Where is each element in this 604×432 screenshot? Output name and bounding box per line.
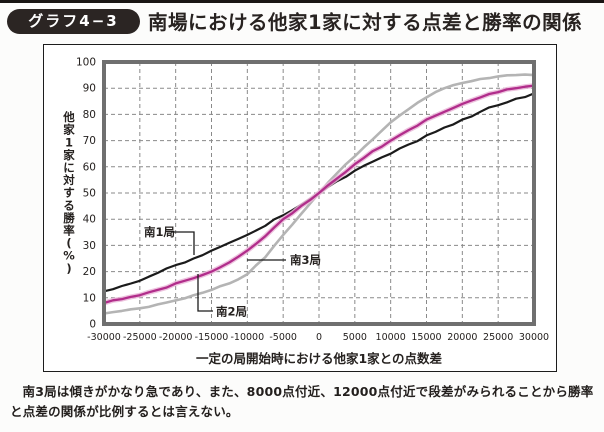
chart-canvas: -30000 -25000 -20000 -15000 -10000 -5000 0 5000… — [62, 57, 549, 367]
series-label-south3: 南3局 — [290, 253, 321, 267]
y-axis-title-char: 家 — [63, 148, 75, 162]
x-tick-label: 20000 — [447, 332, 477, 343]
y-tick-label: 90 — [83, 83, 96, 95]
plot-border — [102, 60, 536, 326]
y-tick-label: 10 — [83, 292, 96, 304]
top-rule — [0, 0, 604, 3]
y-tick-label: 70 — [83, 135, 96, 147]
x-tick-label: 0 — [316, 332, 322, 343]
x-tick-label: 5000 — [343, 332, 367, 343]
series-label-south1-leader — [171, 231, 195, 255]
x-tick-label: -30000 — [87, 332, 121, 343]
chart-number-badge: グラフ4−3 — [7, 9, 140, 34]
x-tick-label: 10000 — [376, 332, 406, 343]
y-tick-label: 100 — [76, 57, 96, 69]
x-tick-label: -5000 — [269, 332, 297, 343]
y-axis-title-char: 家 — [63, 123, 75, 137]
y-axis-title-char: 率 — [63, 224, 75, 238]
y-tick-label: 50 — [83, 188, 96, 200]
series-line-south2 — [103, 84, 535, 305]
series-label-south1: 南1局 — [144, 225, 175, 239]
x-tick-label: -15000 — [195, 332, 229, 343]
y-axis-title-char: % — [63, 249, 75, 263]
y-tick-label: 30 — [83, 240, 96, 252]
y-axis-title-char: る — [63, 198, 75, 212]
y-tick-label: 60 — [83, 161, 96, 173]
series-label-south2-leader — [197, 274, 213, 312]
y-tick-label: 0 — [89, 319, 96, 331]
x-axis-title: 一定の局開始時における他家1家との点数差 — [196, 351, 442, 366]
y-tick-label: 20 — [83, 266, 96, 278]
y-axis-title-char: に — [63, 161, 75, 175]
x-tick-label: 15000 — [411, 332, 441, 343]
y-axis-title-char: 1 — [65, 135, 73, 149]
y-axis-title-char: す — [63, 186, 75, 200]
y-tick-label: 40 — [83, 214, 96, 226]
chart-frame: -30000 -25000 -20000 -15000 -10000 -5000 0 5000… — [43, 44, 557, 372]
series-label-south2: 南2局 — [216, 305, 247, 319]
caption-text: 南3局は傾きがかなり急であり、また、8000点付近、12000点付近で段差がみら… — [10, 384, 594, 419]
x-tick-label: -10000 — [231, 332, 265, 343]
y-tick-label: 80 — [83, 109, 96, 121]
y-axis-title-char: 勝 — [63, 211, 75, 225]
page-title: 南場における他家1家に対する点差と勝率の関係 — [148, 11, 583, 34]
x-tick-label: 25000 — [483, 332, 513, 343]
y-axis-title-char: ) — [66, 261, 71, 275]
x-tick-label: 30000 — [519, 332, 549, 343]
y-axis-title-char: 他 — [62, 110, 75, 124]
x-tick-label: -20000 — [159, 332, 193, 343]
y-axis-title-char: 対 — [62, 173, 75, 187]
x-tick-label: -25000 — [123, 332, 157, 343]
y-axis-title-char: ( — [66, 236, 71, 250]
